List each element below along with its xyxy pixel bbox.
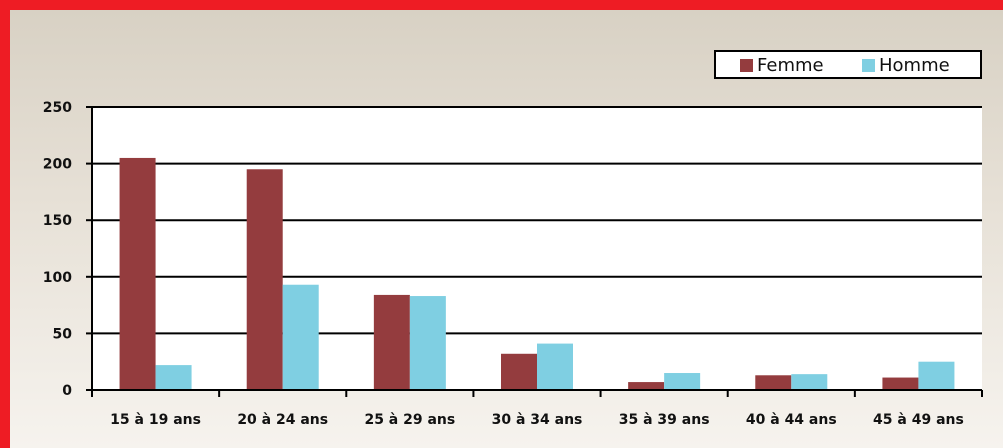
bar-homme-1: [282, 284, 319, 390]
y-axis-tick-labels: 0 50 100 150 200 250: [43, 100, 72, 399]
bar-femme-0: [119, 157, 156, 390]
legend-swatch-homme: [862, 59, 875, 72]
x-axis-tick-labels: 15 à 19 ans 20 à 24 ans 25 à 29 ans 30 à 34…: [91, 390, 983, 428]
bar-femme-5: [755, 375, 792, 390]
y-tick-label: 200: [43, 157, 72, 173]
bar-homme-3: [537, 343, 573, 390]
legend-box: [714, 50, 982, 79]
bar-femme-3: [501, 353, 537, 390]
y-tick-label: 150: [43, 213, 72, 229]
x-tick-label: 45 à 49 ans: [873, 412, 964, 428]
legend-swatch-femme: [740, 59, 753, 72]
legend-label-homme: Homme: [879, 55, 950, 76]
bar-homme-5: [791, 374, 828, 390]
bar-homme-2: [409, 296, 446, 390]
bar-chart: 0 50 100 150 200 250 15 à 19 ans 20 à 24 ans 25…: [43, 50, 983, 428]
bar-femme-2: [373, 294, 410, 390]
chart-panel: 0 50 100 150 200 250 15 à 19 ans 20 à 24 ans 25…: [10, 10, 1003, 448]
bar-femme-6: [882, 377, 919, 390]
x-tick-label: 20 à 24 ans: [237, 412, 328, 428]
x-tick-label: 35 à 39 ans: [619, 412, 710, 428]
plot-area: [92, 107, 982, 390]
x-tick-label: 15 à 19 ans: [110, 412, 201, 428]
legend: Femme Homme: [714, 50, 982, 79]
y-tick-label: 0: [62, 383, 72, 399]
bar-homme-4: [664, 373, 701, 390]
bar-homme-6: [918, 361, 955, 390]
gridlines: [86, 106, 982, 391]
bar-femme-1: [246, 169, 283, 390]
bar-homme-0: [155, 365, 192, 390]
x-tick-label: 30 à 34 ans: [492, 412, 583, 428]
bars: [119, 157, 955, 390]
x-tick-label: 40 à 44 ans: [746, 412, 837, 428]
x-tick-label: 25 à 29 ans: [364, 412, 455, 428]
legend-label-femme: Femme: [757, 55, 824, 76]
y-tick-label: 50: [53, 326, 73, 342]
bar-femme-4: [628, 382, 665, 390]
y-tick-label: 250: [43, 100, 72, 116]
y-tick-label: 100: [43, 270, 72, 286]
